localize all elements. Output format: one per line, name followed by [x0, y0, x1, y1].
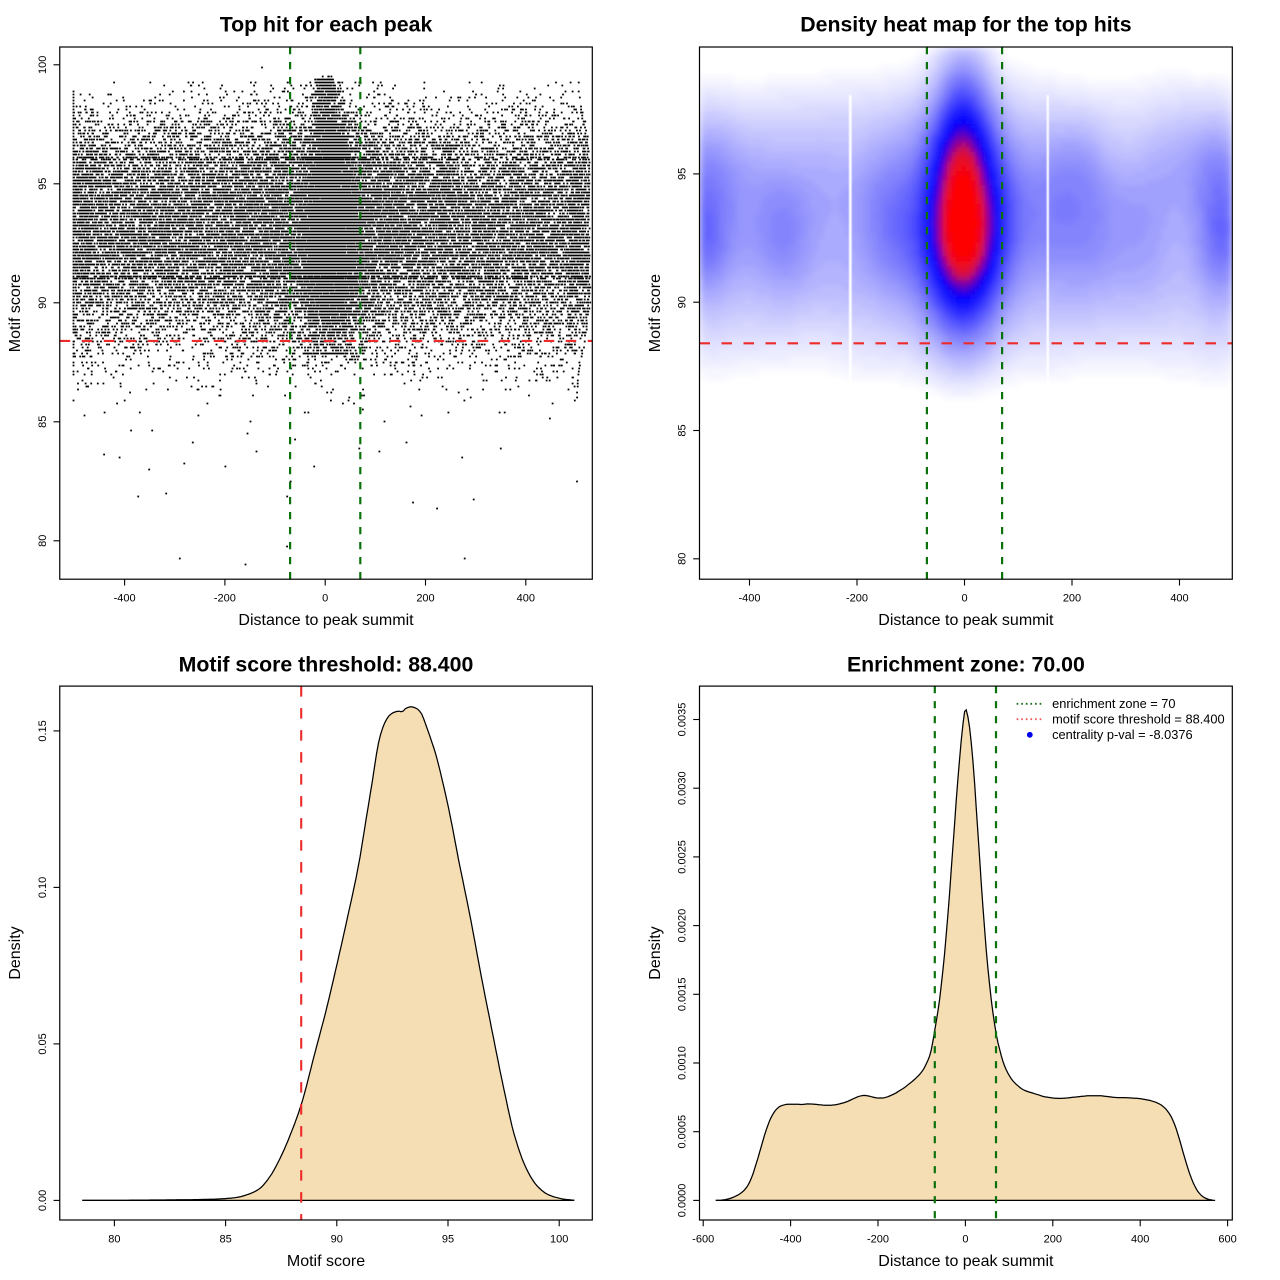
svg-text:-200: -200 [846, 593, 868, 605]
svg-text:-400: -400 [114, 593, 136, 605]
svg-text:0.0030: 0.0030 [677, 771, 689, 805]
svg-text:400: 400 [1131, 1234, 1149, 1246]
svg-text:motif score threshold = 88.400: motif score threshold = 88.400 [1052, 711, 1225, 726]
svg-text:0.15: 0.15 [37, 720, 49, 741]
svg-text:95: 95 [37, 178, 49, 190]
svg-text:Distance to peak summit: Distance to peak summit [878, 1253, 1054, 1270]
svg-text:100: 100 [37, 56, 49, 74]
svg-text:400: 400 [517, 593, 535, 605]
svg-text:200: 200 [1063, 593, 1081, 605]
svg-text:85: 85 [37, 416, 49, 428]
svg-text:Density: Density [647, 926, 664, 979]
svg-text:400: 400 [1170, 593, 1188, 605]
svg-text:Motif score: Motif score [287, 1253, 365, 1270]
svg-text:Motif score threshold: 88.400: Motif score threshold: 88.400 [179, 653, 474, 677]
svg-text:0.10: 0.10 [37, 877, 49, 898]
svg-text:Motif score: Motif score [7, 274, 24, 352]
svg-text:Density heat map for the top h: Density heat map for the top hits [800, 13, 1131, 37]
svg-text:0.0015: 0.0015 [677, 977, 689, 1011]
svg-text:Top hit for each peak: Top hit for each peak [220, 13, 433, 37]
svg-text:80: 80 [37, 535, 49, 547]
svg-text:0: 0 [962, 1234, 968, 1246]
svg-text:0.0000: 0.0000 [677, 1184, 689, 1218]
svg-text:enrichment zone = 70: enrichment zone = 70 [1052, 696, 1175, 711]
svg-text:0.0025: 0.0025 [677, 840, 689, 874]
svg-text:95: 95 [677, 168, 689, 180]
svg-text:Distance to peak summit: Distance to peak summit [878, 612, 1054, 629]
svg-text:-600: -600 [692, 1234, 714, 1246]
svg-text:200: 200 [416, 593, 434, 605]
svg-text:-400: -400 [738, 593, 760, 605]
svg-text:100: 100 [550, 1234, 568, 1246]
svg-text:90: 90 [331, 1234, 343, 1246]
svg-text:Motif score: Motif score [647, 274, 664, 352]
svg-text:95: 95 [442, 1234, 454, 1246]
svg-text:-400: -400 [780, 1234, 802, 1246]
svg-text:Density: Density [7, 926, 24, 979]
svg-text:0.05: 0.05 [37, 1033, 49, 1054]
svg-text:centrality p-val = -8.0376: centrality p-val = -8.0376 [1052, 727, 1193, 742]
svg-text:90: 90 [37, 297, 49, 309]
svg-text:80: 80 [677, 553, 689, 565]
svg-text:0.0005: 0.0005 [677, 1115, 689, 1149]
svg-text:0.0020: 0.0020 [677, 909, 689, 943]
svg-text:200: 200 [1044, 1234, 1062, 1246]
svg-text:0.0035: 0.0035 [677, 703, 689, 737]
svg-text:90: 90 [677, 296, 689, 308]
svg-text:0: 0 [961, 593, 967, 605]
svg-text:85: 85 [677, 424, 689, 436]
svg-text:-200: -200 [214, 593, 236, 605]
svg-text:Enrichment zone: 70.00: Enrichment zone: 70.00 [847, 653, 1085, 677]
svg-text:80: 80 [108, 1234, 120, 1246]
svg-text:0.00: 0.00 [37, 1190, 49, 1211]
svg-text:0.0010: 0.0010 [677, 1046, 689, 1080]
svg-text:Distance to peak summit: Distance to peak summit [238, 612, 414, 629]
svg-text:600: 600 [1218, 1234, 1236, 1246]
svg-text:-200: -200 [867, 1234, 889, 1246]
svg-text:85: 85 [219, 1234, 231, 1246]
svg-text:0: 0 [322, 593, 328, 605]
